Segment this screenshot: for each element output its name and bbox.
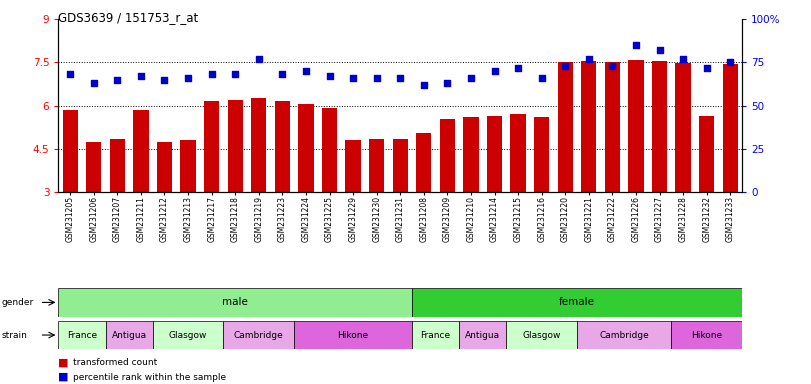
Text: ■: ■ xyxy=(58,372,69,382)
Point xyxy=(559,63,572,69)
Point xyxy=(64,71,77,78)
Bar xyxy=(629,60,644,192)
Point xyxy=(323,73,336,79)
Bar xyxy=(699,116,714,192)
Point xyxy=(394,75,407,81)
Bar xyxy=(180,140,195,192)
Text: France: France xyxy=(67,331,97,339)
Point xyxy=(512,65,525,71)
Bar xyxy=(577,321,672,349)
Bar xyxy=(416,133,431,192)
Text: Hikone: Hikone xyxy=(691,331,723,339)
Point xyxy=(465,75,478,81)
Bar xyxy=(298,104,314,192)
Bar xyxy=(605,63,620,192)
Bar xyxy=(534,117,549,192)
Point xyxy=(88,80,101,86)
Bar xyxy=(152,321,223,349)
Text: female: female xyxy=(559,297,595,308)
Text: Cambridge: Cambridge xyxy=(599,331,649,339)
Bar xyxy=(223,321,294,349)
Text: male: male xyxy=(222,297,248,308)
Point xyxy=(629,42,642,48)
Bar xyxy=(322,109,337,192)
Bar xyxy=(672,321,742,349)
Point xyxy=(158,77,171,83)
Bar xyxy=(463,117,478,192)
Point xyxy=(582,56,595,62)
Bar xyxy=(393,139,408,192)
Point xyxy=(111,77,124,83)
Point xyxy=(441,80,454,86)
Bar xyxy=(58,288,412,317)
Point xyxy=(723,60,736,66)
Bar xyxy=(157,142,172,192)
Bar xyxy=(369,139,384,192)
Bar xyxy=(506,321,577,349)
Bar xyxy=(676,63,691,192)
Point xyxy=(252,56,265,62)
Text: Antigua: Antigua xyxy=(466,331,500,339)
Point xyxy=(205,71,218,78)
Text: percentile rank within the sample: percentile rank within the sample xyxy=(73,372,226,382)
Bar xyxy=(581,61,596,192)
Bar xyxy=(412,321,459,349)
Bar xyxy=(487,116,502,192)
Point xyxy=(276,71,289,78)
Text: GDS3639 / 151753_r_at: GDS3639 / 151753_r_at xyxy=(58,12,199,25)
Point xyxy=(346,75,359,81)
Point xyxy=(418,82,431,88)
Bar xyxy=(204,101,219,192)
Point xyxy=(653,47,666,53)
Bar xyxy=(228,100,242,192)
Bar xyxy=(412,288,742,317)
Point xyxy=(676,56,689,62)
Text: transformed count: transformed count xyxy=(73,358,157,367)
Bar xyxy=(652,61,667,192)
Text: gender: gender xyxy=(2,298,34,307)
Point xyxy=(182,75,195,81)
Point xyxy=(700,65,713,71)
Bar xyxy=(510,114,526,192)
Bar xyxy=(251,98,267,192)
Bar xyxy=(62,110,78,192)
Bar xyxy=(294,321,412,349)
Text: Hikone: Hikone xyxy=(337,331,369,339)
Bar xyxy=(275,101,290,192)
Text: Antigua: Antigua xyxy=(112,331,147,339)
Bar xyxy=(723,64,738,192)
Text: Glasgow: Glasgow xyxy=(169,331,208,339)
Bar xyxy=(86,142,101,192)
Point xyxy=(370,75,383,81)
Bar xyxy=(558,63,573,192)
Text: France: France xyxy=(421,331,451,339)
Text: Cambridge: Cambridge xyxy=(234,331,284,339)
Point xyxy=(229,71,242,78)
Text: Glasgow: Glasgow xyxy=(522,331,561,339)
Point xyxy=(135,73,148,79)
Bar xyxy=(459,321,506,349)
Point xyxy=(488,68,501,74)
Bar xyxy=(345,140,361,192)
Bar xyxy=(133,110,148,192)
Bar xyxy=(105,321,152,349)
Bar xyxy=(58,321,105,349)
Text: ■: ■ xyxy=(58,358,69,368)
Point xyxy=(535,75,548,81)
Text: strain: strain xyxy=(2,331,28,339)
Point xyxy=(606,63,619,69)
Bar xyxy=(440,119,455,192)
Bar xyxy=(109,139,125,192)
Point xyxy=(299,68,312,74)
